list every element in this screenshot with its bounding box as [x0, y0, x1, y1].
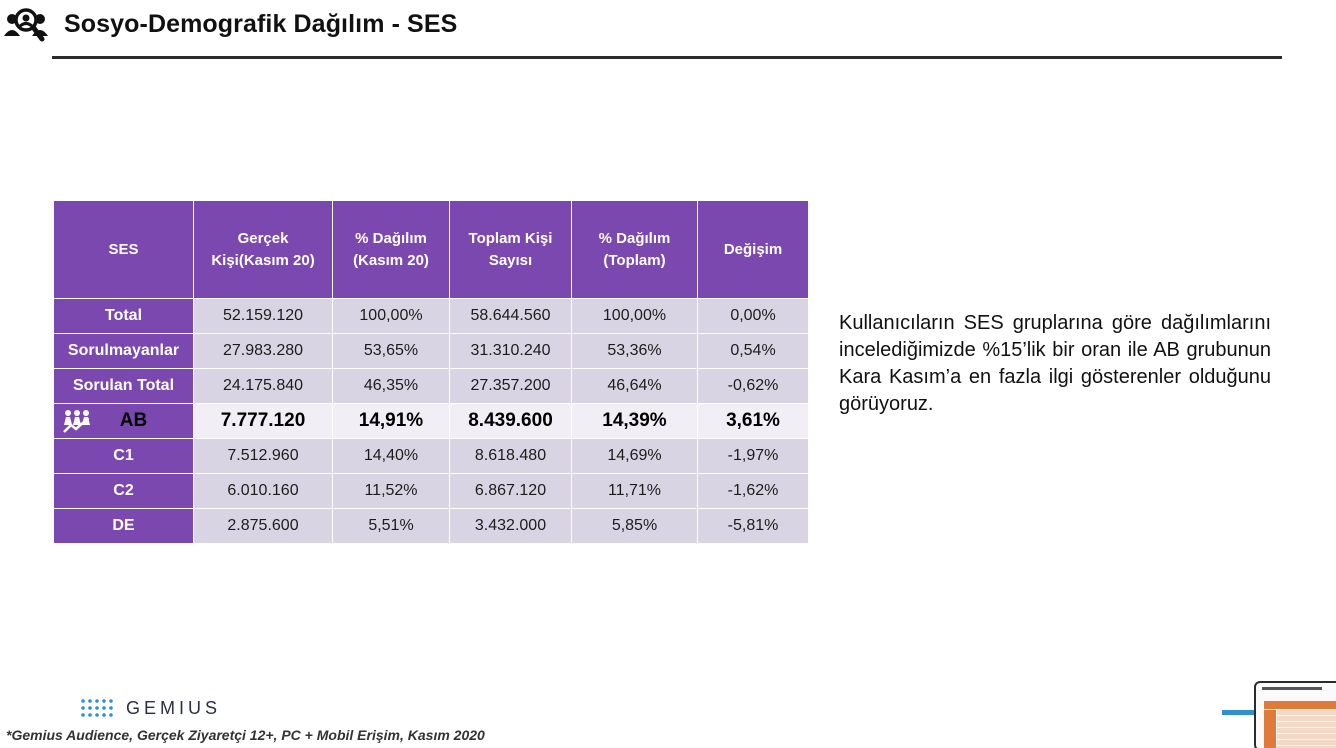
cell-real-persons: 52.159.120	[193, 298, 333, 334]
cell-dist-kasim: 14,91%	[332, 403, 450, 439]
cell-real-persons: 2.875.600	[193, 508, 333, 544]
column-header-total-persons: Toplam Kişi Sayısı	[449, 200, 572, 299]
cell-dist-kasim: 11,52%	[332, 473, 450, 509]
cell-change: 3,61%	[697, 403, 809, 439]
table-header-row: SES Gerçek Kişi(Kasım 20) % Dağılım (Kas…	[53, 200, 809, 299]
table-row: Sorulan Total 24.175.840 46,35% 27.357.2…	[53, 368, 809, 404]
column-header-change: Değişim	[697, 200, 809, 299]
description-text: Kullanıcıların SES gruplarına göre dağıl…	[839, 312, 1271, 415]
cell-dist-total: 53,36%	[571, 333, 698, 369]
cell-real-persons: 7.777.120	[193, 403, 333, 439]
cell-total-persons: 3.432.000	[449, 508, 572, 544]
cell-change: -1,62%	[697, 473, 809, 509]
row-label: Sorulan Total	[53, 368, 194, 404]
gemius-logo: GEMIUS	[80, 697, 240, 719]
table-row: C1 7.512.960 14,40% 8.618.480 14,69% -1,…	[53, 438, 809, 474]
cell-dist-total: 14,39%	[571, 403, 698, 439]
table-row: Total 52.159.120 100,00% 58.644.560 100,…	[53, 298, 809, 334]
audience-search-icon	[4, 8, 48, 42]
cell-real-persons: 24.175.840	[193, 368, 333, 404]
cell-real-persons: 6.010.160	[193, 473, 333, 509]
cell-dist-kasim: 53,65%	[332, 333, 450, 369]
gemius-dots-icon	[81, 699, 113, 717]
page-title: Sosyo-Demografik Dağılım - SES	[64, 10, 458, 38]
column-header-ses: SES	[53, 200, 194, 299]
row-label: C2	[53, 473, 194, 509]
cell-total-persons: 6.867.120	[449, 473, 572, 509]
cell-change: 0,54%	[697, 333, 809, 369]
row-label-text: AB	[119, 410, 148, 431]
thumbnail-connector	[1222, 710, 1258, 715]
row-label: DE	[53, 508, 194, 544]
cell-dist-kasim: 100,00%	[332, 298, 450, 334]
cell-dist-kasim: 14,40%	[332, 438, 450, 474]
cell-total-persons: 58.644.560	[449, 298, 572, 334]
growth-people-icon	[63, 410, 90, 433]
source-footnote: *Gemius Audience, Gerçek Ziyaretçi 12+, …	[6, 727, 485, 743]
cell-dist-kasim: 46,35%	[332, 368, 450, 404]
column-header-dist-total: % Dağılım (Toplam)	[571, 200, 698, 299]
table-row: DE 2.875.600 5,51% 3.432.000 5,85% -5,81…	[53, 508, 809, 544]
cell-total-persons: 31.310.240	[449, 333, 572, 369]
table-row: Sorulmayanlar 27.983.280 53,65% 31.310.2…	[53, 333, 809, 369]
cell-change: -5,81%	[697, 508, 809, 544]
row-label: C1	[53, 438, 194, 474]
slide-thumbnail[interactable]	[1254, 681, 1336, 748]
cell-real-persons: 27.983.280	[193, 333, 333, 369]
row-label: Total	[53, 298, 194, 334]
cell-dist-total: 46,64%	[571, 368, 698, 404]
row-label: Sorulmayanlar	[53, 333, 194, 369]
table-row-highlight: AB 7.777.120 14,91% 8.439.600 14,39% 3,6…	[53, 403, 809, 439]
column-header-real-persons: Gerçek Kişi(Kasım 20)	[193, 200, 333, 299]
cell-total-persons: 27.357.200	[449, 368, 572, 404]
cell-total-persons: 8.618.480	[449, 438, 572, 474]
cell-dist-kasim: 5,51%	[332, 508, 450, 544]
table-row: C2 6.010.160 11,52% 6.867.120 11,71% -1,…	[53, 473, 809, 509]
cell-dist-total: 100,00%	[571, 298, 698, 334]
cell-total-persons: 8.439.600	[449, 403, 572, 439]
cell-real-persons: 7.512.960	[193, 438, 333, 474]
thumbnail-title-bar	[1262, 687, 1322, 690]
cell-change: 0,00%	[697, 298, 809, 334]
column-header-dist-kasim: % Dağılım (Kasım 20)	[332, 200, 450, 299]
row-label: AB	[53, 403, 194, 439]
gemius-logo-text: GEMIUS	[126, 698, 222, 718]
cell-dist-total: 14,69%	[571, 438, 698, 474]
cell-change: -1,97%	[697, 438, 809, 474]
cell-change: -0,62%	[697, 368, 809, 404]
ses-table: SES Gerçek Kişi(Kasım 20) % Dağılım (Kas…	[53, 200, 809, 544]
cell-dist-total: 5,85%	[571, 508, 698, 544]
cell-dist-total: 11,71%	[571, 473, 698, 509]
title-divider	[52, 56, 1282, 59]
thumbnail-table-icon	[1264, 701, 1336, 748]
